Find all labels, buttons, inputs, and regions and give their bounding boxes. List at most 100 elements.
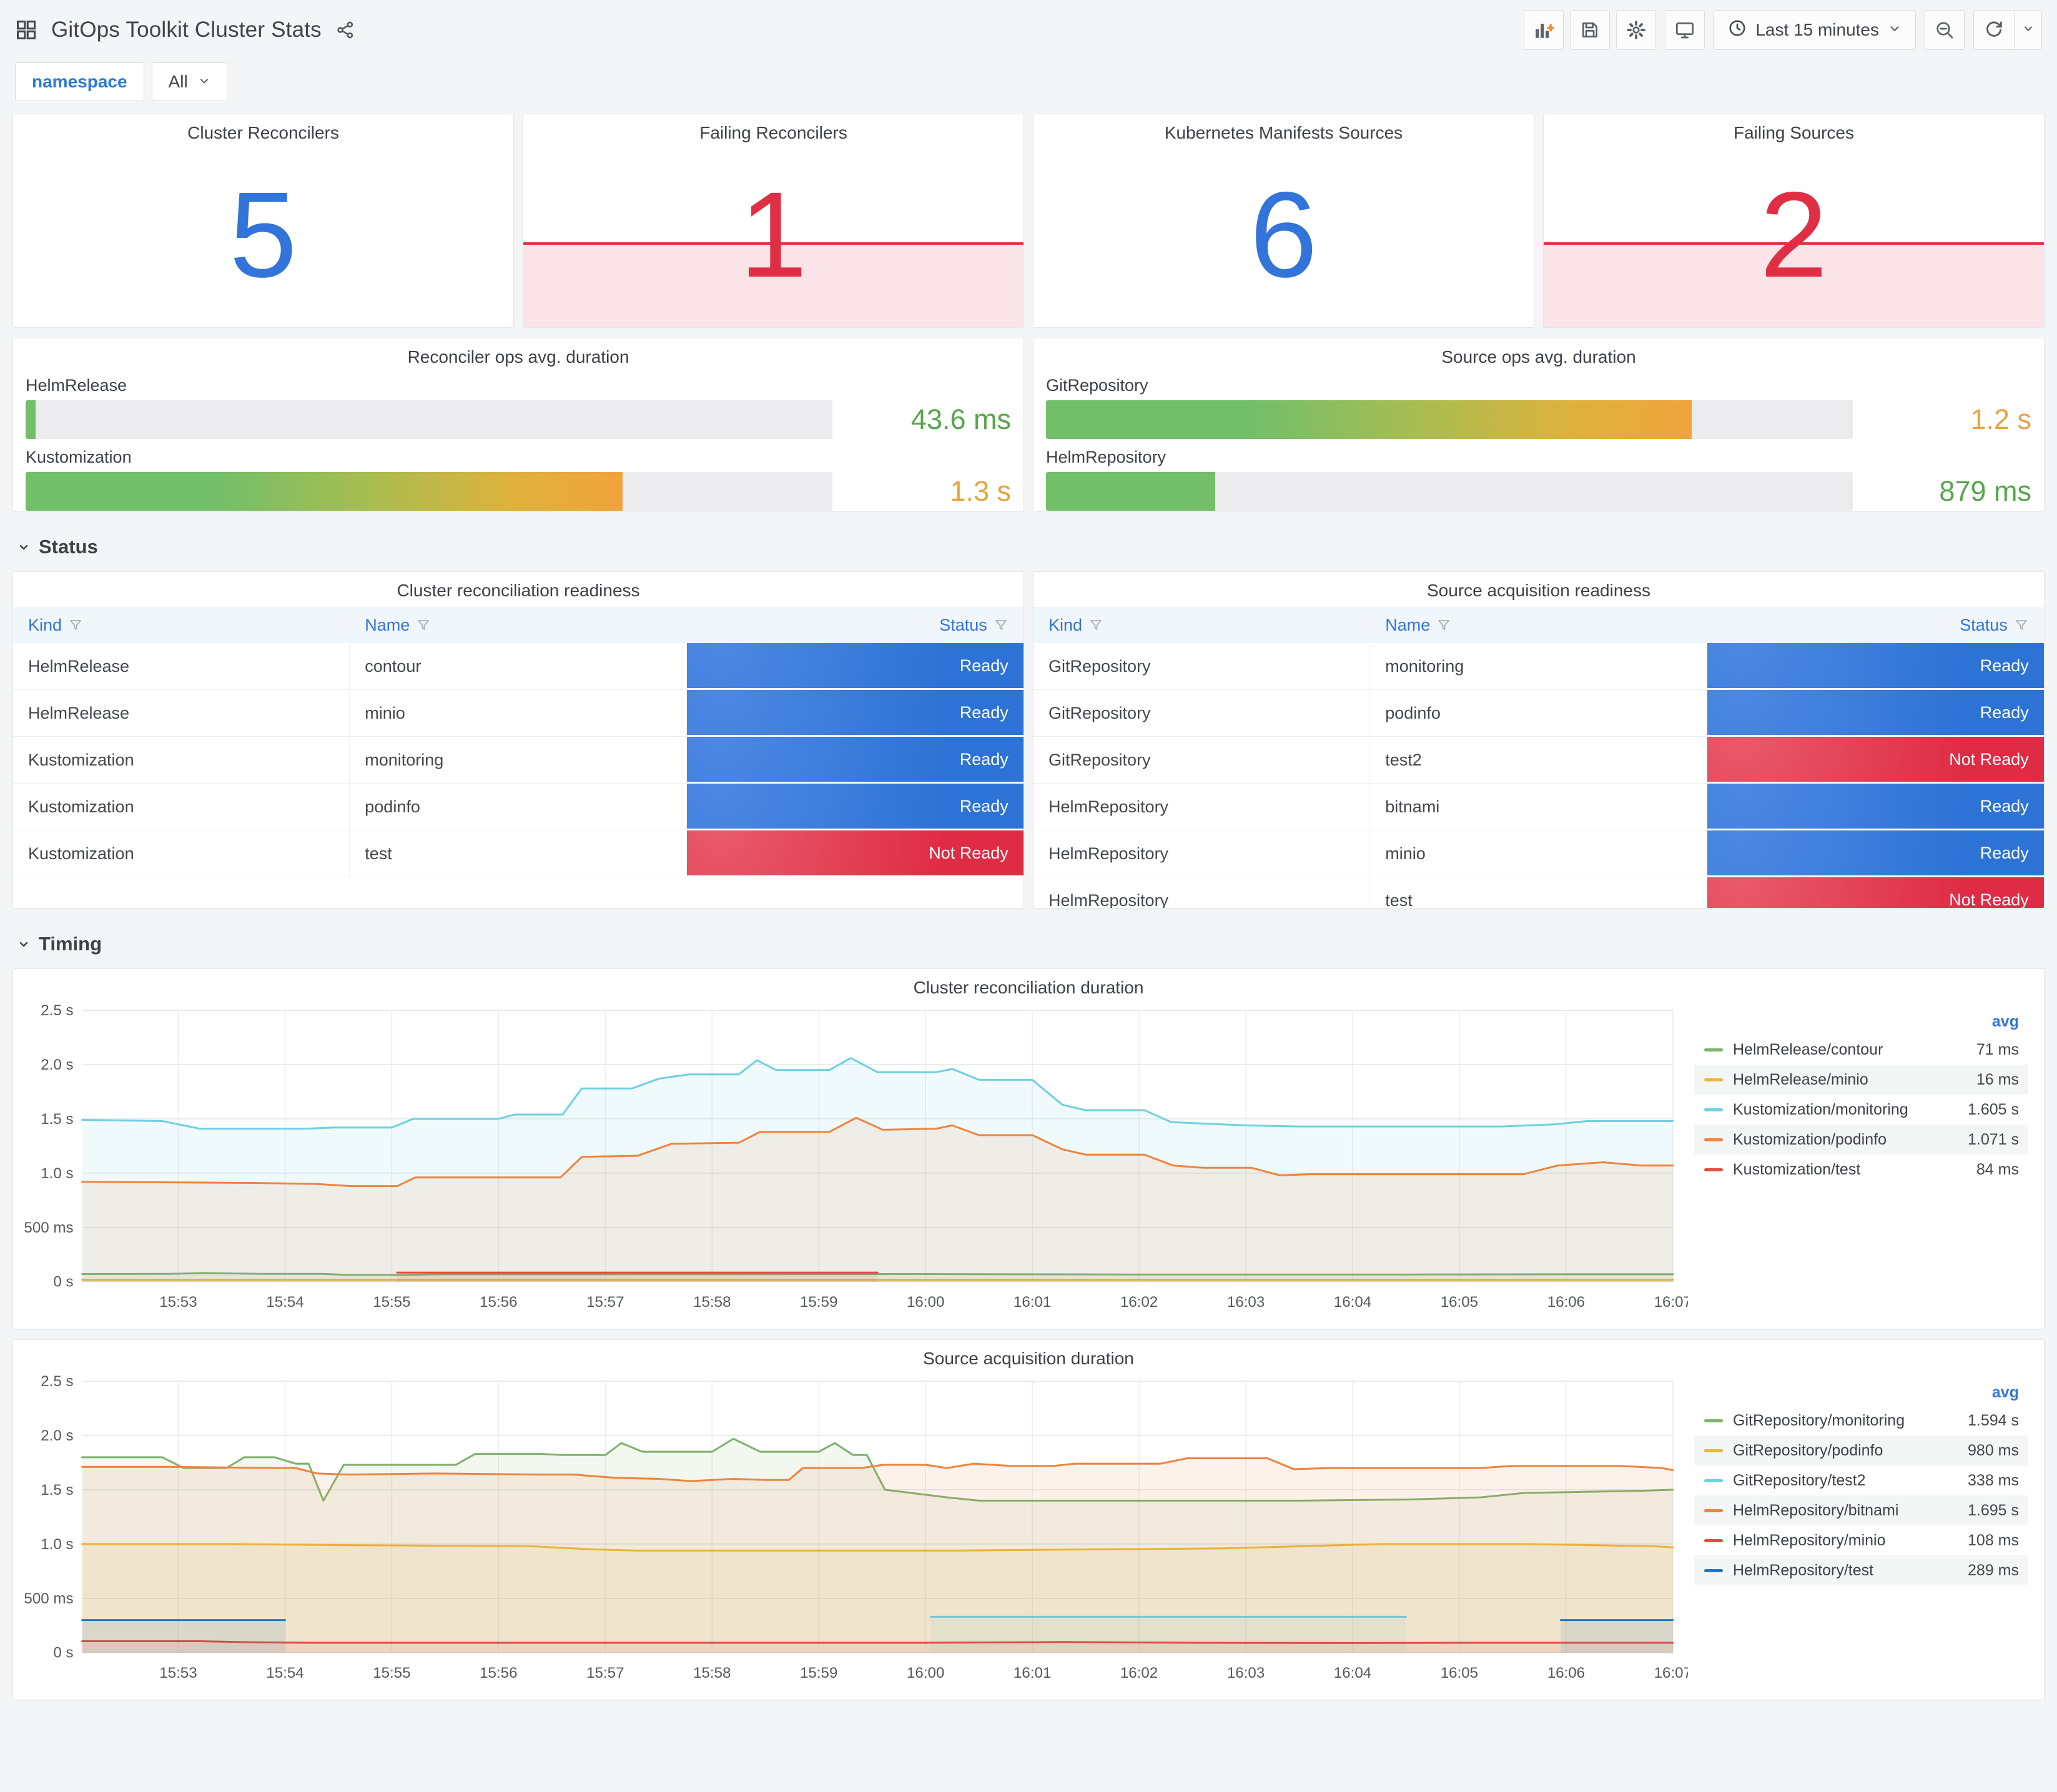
gauge-label: Kustomization bbox=[26, 448, 132, 466]
legend-series-name[interactable]: HelmRepository/bitnami bbox=[1733, 1501, 1899, 1519]
panel-title[interactable]: Source acquisition readiness bbox=[1427, 581, 1650, 600]
variable-value-dropdown[interactable]: All bbox=[151, 62, 227, 101]
legend-avg-header[interactable]: avg bbox=[1991, 1013, 2019, 1030]
legend-avg-header[interactable]: avg bbox=[1991, 1384, 2019, 1401]
panel-title[interactable]: Source ops avg. duration bbox=[1441, 347, 1636, 367]
column-header-status[interactable]: Status bbox=[1707, 607, 2044, 643]
gauge-value: 879 ms bbox=[1939, 475, 2031, 507]
table-panel-source-acquisition-readiness: Source acquisition readiness Kind Name Sta… bbox=[1033, 571, 2045, 908]
refresh-interval-picker[interactable] bbox=[2014, 11, 2041, 49]
stat-value: 6 bbox=[1250, 167, 1318, 303]
panel-title[interactable]: Failing Sources bbox=[1734, 123, 1854, 142]
status-cell: Ready bbox=[1707, 643, 2044, 690]
y-axis-tick-label: 2.0 s bbox=[41, 1427, 73, 1444]
legend-avg-value: 1.071 s bbox=[1967, 1130, 2019, 1148]
gauge-row-gitrepository: GitRepository 1.2 s bbox=[1046, 376, 2031, 439]
cell-kind: HelmRepository bbox=[1033, 830, 1371, 877]
series-color-dash bbox=[1704, 1419, 1723, 1422]
panel-title[interactable]: Source acquisition duration bbox=[923, 1349, 1134, 1368]
filter-icon[interactable] bbox=[994, 618, 1009, 633]
gauge-label: GitRepository bbox=[1046, 376, 1148, 395]
refresh-dashboard-button[interactable] bbox=[1974, 11, 2014, 49]
variable-label-namespace[interactable]: namespace bbox=[15, 62, 144, 101]
status-cell: Ready bbox=[1707, 830, 2044, 877]
legend-series-name[interactable]: HelmRelease/contour bbox=[1733, 1040, 1883, 1058]
legend-series-name[interactable]: GitRepository/monitoring bbox=[1733, 1411, 1905, 1429]
x-axis-tick-label: 16:01 bbox=[1014, 1665, 1051, 1681]
panel-title[interactable]: Failing Reconcilers bbox=[699, 123, 847, 142]
x-axis-tick-label: 16:07 bbox=[1654, 1665, 1688, 1681]
x-axis-tick-label: 16:03 bbox=[1227, 1294, 1265, 1311]
x-axis-tick-label: 15:58 bbox=[693, 1294, 731, 1311]
chart-panel-cluster-reconciliation-duration: Cluster reconciliation duration 15:53 15:… bbox=[12, 968, 2045, 1329]
chart-plot-area[interactable]: 15:53 15:54 15:55 15:56 15:57 15:58 15:59 16:00… bbox=[17, 1371, 1688, 1685]
status-cell: Ready bbox=[686, 643, 1024, 690]
section-header-status[interactable]: Status bbox=[0, 533, 2057, 561]
legend-item: GitRepository/test2 338 ms bbox=[1694, 1465, 2028, 1495]
panel-title[interactable]: Reconciler ops avg. duration bbox=[407, 347, 629, 367]
column-header-kind[interactable]: Kind bbox=[13, 607, 350, 643]
table-row: HelmRepository bitnami Ready bbox=[1033, 784, 2044, 830]
x-axis-tick-label: 15:59 bbox=[800, 1294, 837, 1311]
status-cell: Ready bbox=[686, 784, 1024, 830]
time-range-picker[interactable]: Last 15 minutes bbox=[1714, 10, 1916, 50]
series-color-dash bbox=[1704, 1168, 1723, 1171]
legend-series-name[interactable]: Kustomization/test bbox=[1733, 1160, 1861, 1178]
column-header-kind[interactable]: Kind bbox=[1033, 607, 1370, 643]
dashboards-grid-icon[interactable] bbox=[15, 19, 37, 41]
cell-kind: Kustomization bbox=[13, 830, 350, 877]
legend-series-name[interactable]: HelmRepository/minio bbox=[1733, 1531, 1886, 1549]
gauge-bar bbox=[1046, 400, 1692, 439]
legend-series-name[interactable]: HelmRepository/test bbox=[1733, 1561, 1874, 1579]
cell-name: bitnami bbox=[1370, 784, 1707, 830]
legend-avg-value: 71 ms bbox=[1976, 1040, 2019, 1058]
stat-value: 2 bbox=[1760, 167, 1828, 303]
chevron-down-icon bbox=[2022, 22, 2035, 38]
chart-plot-area[interactable]: 15:53 15:54 15:55 15:56 15:57 15:58 15:59 16:00… bbox=[17, 1000, 1688, 1314]
y-axis-tick-label: 2.5 s bbox=[41, 1373, 73, 1390]
legend-series-name[interactable]: GitRepository/test2 bbox=[1733, 1471, 1866, 1489]
table-row: HelmRepository minio Ready bbox=[1033, 830, 2044, 877]
column-header-status[interactable]: Status bbox=[687, 607, 1024, 643]
variable-selected-value: All bbox=[168, 72, 188, 91]
cycle-view-mode-button[interactable] bbox=[1665, 10, 1705, 50]
cell-kind: Kustomization bbox=[13, 737, 350, 783]
x-axis-tick-label: 15:54 bbox=[266, 1294, 303, 1311]
dashboard-settings-button[interactable] bbox=[1616, 10, 1657, 50]
dashboard-header: GitOps Toolkit Cluster Stats bbox=[0, 0, 2057, 57]
legend-series-name[interactable]: Kustomization/monitoring bbox=[1733, 1100, 1908, 1118]
section-header-timing[interactable]: Timing bbox=[0, 930, 2057, 958]
series-color-dash bbox=[1704, 1108, 1723, 1111]
filter-icon[interactable] bbox=[68, 618, 83, 633]
cell-name: test bbox=[1370, 877, 1707, 908]
table-header-row: Kind Name Status bbox=[1033, 607, 2044, 643]
legend-series-name[interactable]: Kustomization/podinfo bbox=[1733, 1130, 1887, 1148]
filter-icon[interactable] bbox=[1088, 618, 1103, 633]
column-header-name[interactable]: Name bbox=[1370, 607, 1707, 643]
table-row: HelmRelease contour Ready bbox=[13, 643, 1024, 690]
add-panel-button[interactable] bbox=[1524, 10, 1564, 50]
legend-series-name[interactable]: HelmRelease/minio bbox=[1733, 1070, 1868, 1088]
panel-title[interactable]: Cluster Reconcilers bbox=[187, 123, 339, 142]
legend-item: Kustomization/podinfo 1.071 s bbox=[1694, 1125, 2028, 1154]
panel-title[interactable]: Kubernetes Manifests Sources bbox=[1164, 123, 1403, 142]
filter-icon[interactable] bbox=[2014, 618, 2029, 633]
gauge-label: HelmRepository bbox=[1046, 448, 1167, 466]
legend-item: HelmRepository/minio 108 ms bbox=[1694, 1525, 2028, 1555]
zoom-out-time-range-button[interactable] bbox=[1925, 10, 1965, 50]
panel-title[interactable]: Cluster reconciliation readiness bbox=[397, 581, 640, 600]
legend-series-name[interactable]: GitRepository/podinfo bbox=[1733, 1441, 1883, 1459]
share-icon[interactable] bbox=[335, 20, 355, 40]
table-row: Kustomization monitoring Ready bbox=[13, 737, 1024, 784]
filter-icon[interactable] bbox=[1436, 618, 1451, 633]
x-axis-tick-label: 15:53 bbox=[159, 1294, 197, 1311]
panel-title[interactable]: Cluster reconciliation duration bbox=[913, 978, 1144, 997]
save-dashboard-button[interactable] bbox=[1570, 10, 1611, 50]
gauge-bar bbox=[1046, 472, 1216, 511]
series-color-dash bbox=[1704, 1449, 1723, 1452]
x-axis-tick-label: 15:56 bbox=[480, 1294, 517, 1311]
stat-panel-failing-sources: Failing Sources 2 bbox=[1543, 114, 2045, 328]
column-header-name[interactable]: Name bbox=[350, 607, 686, 643]
filter-icon[interactable] bbox=[416, 618, 431, 633]
